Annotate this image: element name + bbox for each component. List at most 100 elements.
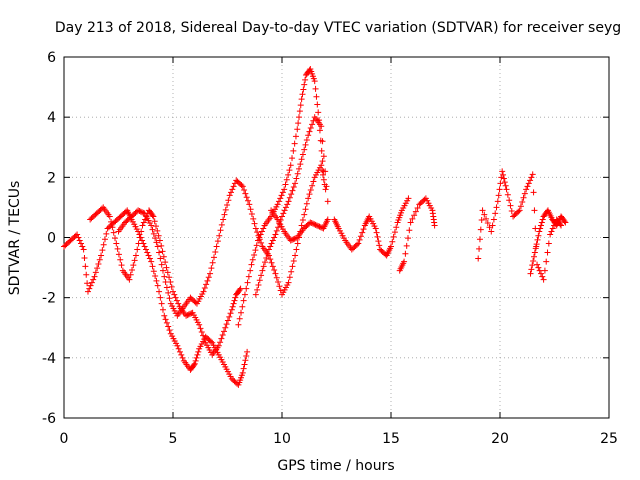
x-axis-label: GPS time / hours — [277, 458, 394, 474]
data-point — [360, 226, 367, 233]
data-point — [205, 274, 212, 281]
data-point — [282, 181, 289, 188]
data-point — [81, 254, 88, 261]
data-point — [231, 297, 238, 304]
data-point — [201, 285, 208, 292]
x-tick-label: 25 — [600, 431, 618, 447]
data-point — [145, 252, 152, 259]
data-point — [275, 198, 282, 205]
data-point — [412, 208, 419, 215]
data-point — [477, 226, 484, 233]
data-point — [208, 265, 215, 272]
data-point — [540, 276, 547, 283]
data-point — [218, 335, 225, 342]
data-point — [136, 208, 143, 215]
data-point — [277, 195, 284, 202]
data-point — [293, 175, 300, 182]
data-point — [393, 224, 400, 231]
data-point — [292, 133, 299, 140]
tick-labels: 0 5 10 15 20 25 -6 -4 -2 0 2 4 6 — [42, 50, 618, 447]
data-point — [307, 219, 314, 226]
data-point — [301, 81, 308, 88]
data-point — [192, 357, 199, 364]
y-tick-label: 6 — [47, 50, 56, 66]
data-point — [530, 257, 537, 264]
data-point — [209, 259, 216, 266]
data-point — [255, 282, 262, 289]
data-point — [285, 171, 292, 178]
data-point — [106, 213, 113, 220]
data-point — [411, 212, 418, 219]
data-point — [127, 271, 134, 278]
data-point — [221, 211, 228, 218]
data-point — [389, 238, 396, 245]
data-point — [374, 233, 381, 240]
data-point — [100, 241, 107, 248]
data-point — [544, 249, 551, 256]
data-point — [256, 277, 263, 284]
data-point — [163, 284, 170, 291]
data-point — [259, 267, 266, 274]
data-point — [431, 222, 438, 229]
data-point — [289, 187, 296, 194]
data-point — [194, 351, 201, 358]
data-point — [176, 348, 183, 355]
data-point — [165, 289, 172, 296]
data-point — [305, 195, 312, 202]
data-point — [313, 93, 320, 100]
data-point — [496, 186, 503, 193]
data-point — [286, 167, 293, 174]
data-point — [524, 183, 531, 190]
data-point — [318, 162, 325, 169]
data-point — [311, 221, 318, 228]
data-point — [306, 191, 313, 198]
data-point — [130, 262, 137, 269]
data-point — [520, 194, 527, 201]
data-point — [500, 171, 507, 178]
data-point — [287, 237, 294, 244]
data-point — [414, 205, 421, 212]
data-point — [244, 348, 251, 355]
data-point — [318, 147, 325, 154]
data-point — [302, 76, 309, 83]
data-point — [305, 132, 312, 139]
data-point — [149, 212, 156, 219]
data-point — [401, 258, 408, 265]
data-point — [88, 279, 95, 286]
data-point — [150, 213, 157, 220]
data-point — [224, 202, 231, 209]
data-point — [265, 246, 272, 253]
data-point — [298, 96, 305, 103]
data-point — [151, 218, 158, 225]
data-point — [248, 261, 255, 268]
data-point — [103, 230, 110, 237]
chart-title: Day 213 of 2018, Sidereal Day-to-day VTE… — [55, 20, 621, 36]
data-point — [275, 224, 282, 231]
data-point — [281, 207, 288, 214]
data-point — [307, 186, 314, 193]
data-point — [245, 273, 252, 280]
data-point — [144, 249, 151, 256]
data-point — [258, 228, 265, 235]
data-point — [528, 266, 535, 273]
data-point — [319, 138, 326, 145]
data-point — [219, 331, 226, 338]
data-point — [84, 280, 91, 287]
data-point — [529, 171, 536, 178]
y-tick-label: -6 — [42, 411, 56, 427]
data-point — [117, 256, 124, 263]
data-point — [322, 168, 329, 175]
data-point — [166, 327, 173, 334]
data-point — [247, 267, 254, 274]
data-point — [213, 243, 220, 250]
data-point — [242, 357, 249, 364]
data-point — [94, 265, 101, 272]
x-tick-label: 0 — [60, 431, 69, 447]
data-point — [185, 311, 192, 318]
data-point — [495, 192, 502, 199]
data-point — [281, 186, 288, 193]
data-point — [214, 238, 221, 245]
data-point — [405, 235, 412, 242]
data-point — [268, 259, 275, 266]
data-point — [279, 189, 286, 196]
